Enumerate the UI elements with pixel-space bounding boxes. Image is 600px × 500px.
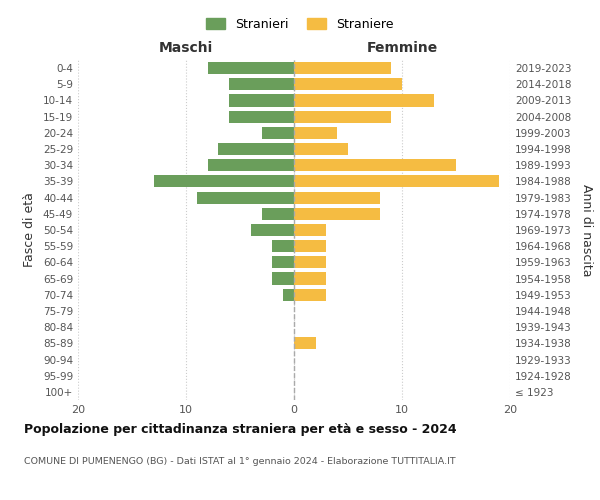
Bar <box>154 176 294 188</box>
Bar <box>294 192 380 203</box>
Bar <box>229 110 294 122</box>
Text: Popolazione per cittadinanza straniera per età e sesso - 2024: Popolazione per cittadinanza straniera p… <box>24 422 457 436</box>
Bar <box>272 272 294 284</box>
Bar <box>294 78 402 90</box>
Bar <box>294 240 326 252</box>
Legend: Stranieri, Straniere: Stranieri, Straniere <box>200 11 400 37</box>
Bar <box>294 176 499 188</box>
Bar <box>294 288 326 301</box>
Bar <box>294 256 326 268</box>
Bar <box>229 78 294 90</box>
Bar <box>283 288 294 301</box>
Bar <box>272 240 294 252</box>
Bar <box>208 159 294 172</box>
Bar <box>294 208 380 220</box>
Bar <box>294 159 456 172</box>
Bar <box>294 62 391 74</box>
Bar <box>262 127 294 139</box>
Bar <box>272 256 294 268</box>
Bar <box>294 224 326 236</box>
Bar <box>294 143 348 155</box>
Text: Maschi: Maschi <box>159 41 213 55</box>
Bar <box>294 127 337 139</box>
Y-axis label: Anni di nascita: Anni di nascita <box>580 184 593 276</box>
Bar <box>197 192 294 203</box>
Y-axis label: Fasce di età: Fasce di età <box>23 192 36 268</box>
Bar <box>229 94 294 106</box>
Bar <box>294 110 391 122</box>
Bar <box>218 143 294 155</box>
Bar <box>294 94 434 106</box>
Bar <box>294 338 316 349</box>
Bar <box>208 62 294 74</box>
Text: COMUNE DI PUMENENGO (BG) - Dati ISTAT al 1° gennaio 2024 - Elaborazione TUTTITAL: COMUNE DI PUMENENGO (BG) - Dati ISTAT al… <box>24 458 455 466</box>
Bar <box>262 208 294 220</box>
Text: Femmine: Femmine <box>367 41 437 55</box>
Bar <box>251 224 294 236</box>
Bar <box>294 272 326 284</box>
